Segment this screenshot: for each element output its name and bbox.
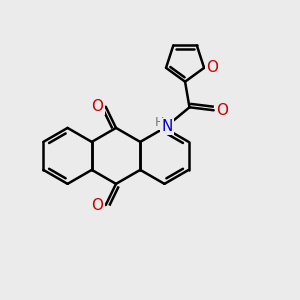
Text: O: O: [206, 60, 218, 75]
Text: O: O: [92, 198, 104, 213]
Text: N: N: [161, 119, 172, 134]
Text: H: H: [154, 116, 164, 129]
Text: O: O: [216, 103, 228, 118]
Text: O: O: [92, 99, 104, 114]
